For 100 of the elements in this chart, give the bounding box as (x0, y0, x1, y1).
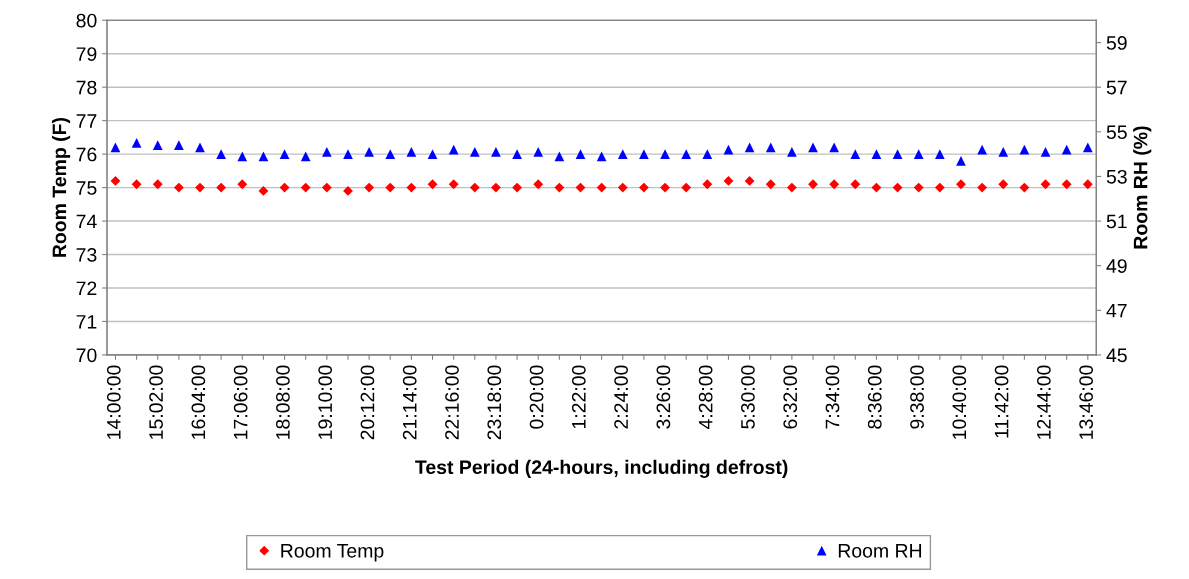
point (110, 142, 121, 153)
x-tick-label: 7:34:00 (825, 365, 840, 429)
point (427, 179, 438, 190)
y-tick-label: 79 (76, 47, 97, 61)
point (174, 140, 184, 151)
x-tick-label: 9:38:00 (910, 365, 924, 429)
y2-tick-label: 47 (1106, 303, 1127, 318)
point (765, 179, 776, 190)
point (1019, 182, 1030, 193)
y2-tick-label: 45 (1106, 348, 1127, 363)
point (385, 149, 396, 159)
y-axis-title: Room Temp (F) (51, 117, 71, 257)
point (1061, 179, 1072, 190)
x-tick-label: 2:24:00 (614, 365, 628, 429)
point (913, 182, 924, 193)
point (871, 149, 882, 159)
point (406, 147, 417, 157)
x-tick-label: 5:30:00 (741, 365, 755, 429)
y2-tick-label: 57 (1106, 80, 1127, 95)
point (617, 149, 628, 159)
point (850, 149, 861, 159)
point (934, 182, 945, 193)
point (152, 179, 163, 190)
y-tick-label: 74 (76, 214, 97, 229)
point (448, 179, 459, 190)
point (131, 179, 142, 190)
x-tick-label: 22:16:00 (445, 365, 459, 440)
x-tick-label: 21:14:00 (402, 365, 417, 440)
y-tick-label: 78 (76, 80, 97, 95)
point (533, 179, 544, 190)
point (321, 182, 332, 193)
point (998, 147, 1009, 157)
point (364, 147, 374, 157)
point (554, 151, 565, 162)
point (512, 149, 522, 159)
point (786, 182, 797, 193)
point (892, 182, 903, 193)
point (279, 149, 290, 159)
point (364, 182, 375, 193)
x-tick-label: 3:26:00 (656, 365, 671, 429)
point (639, 182, 649, 193)
point (237, 179, 248, 190)
point (723, 144, 734, 155)
point (216, 149, 227, 159)
x-tick-label: 13:46:00 (1079, 365, 1094, 439)
y2-tick-label: 53 (1106, 169, 1127, 184)
point (1061, 144, 1072, 155)
point (934, 149, 945, 159)
x-tick-label: 23:18:00 (487, 365, 502, 440)
point (744, 175, 755, 186)
point (702, 179, 713, 190)
point (956, 179, 966, 190)
point (871, 182, 882, 193)
x-tick-label: 6:32:00 (783, 365, 798, 429)
point (1082, 179, 1093, 190)
point (660, 149, 670, 159)
y2-tick-label: 49 (1106, 259, 1127, 273)
x-tick-label: 8:36:00 (867, 365, 882, 429)
point (829, 179, 840, 190)
point (892, 149, 903, 159)
x-tick-label: 20:12:00 (360, 365, 375, 440)
x-axis-title: Test Period (24-hours, including defrost) (415, 459, 788, 478)
x-tick-label: 0:20:00 (529, 365, 544, 429)
point (808, 179, 818, 190)
point (575, 182, 586, 193)
point (343, 149, 353, 159)
point (723, 175, 734, 186)
x-tick-label: 19:10:00 (318, 365, 333, 439)
point (406, 182, 417, 193)
y-tick-label: 70 (76, 348, 97, 363)
point (554, 182, 565, 193)
y-tick-label: 75 (76, 181, 97, 195)
point (216, 182, 227, 193)
y2-tick-label: 59 (1106, 36, 1127, 50)
point (850, 179, 861, 190)
point (681, 149, 692, 159)
point (617, 182, 628, 193)
x-tick-label: 18:08:00 (276, 365, 290, 439)
point (300, 151, 311, 162)
point (110, 175, 121, 186)
point (533, 147, 544, 157)
point (131, 138, 142, 148)
x-tick-label: 16:04:00 (191, 365, 206, 439)
y-tick-label: 80 (76, 13, 97, 28)
y2-tick-label: 51 (1106, 214, 1127, 229)
point (1040, 179, 1051, 190)
point (385, 182, 396, 193)
point (491, 182, 501, 193)
x-tick-label: 11:42:00 (994, 365, 1009, 438)
point (173, 182, 184, 193)
point (512, 182, 522, 193)
x-tick-label: 10:40:00 (952, 365, 967, 439)
point (279, 182, 290, 193)
point (258, 186, 269, 196)
x-tick-label: 17:06:00 (233, 365, 248, 439)
y-tick-label: 73 (76, 248, 97, 262)
point (1019, 144, 1030, 155)
y-tick-label: 77 (76, 114, 97, 128)
x-tick-label: 1:22:00 (571, 365, 586, 429)
x-tick-label: 15:02:00 (149, 365, 163, 439)
